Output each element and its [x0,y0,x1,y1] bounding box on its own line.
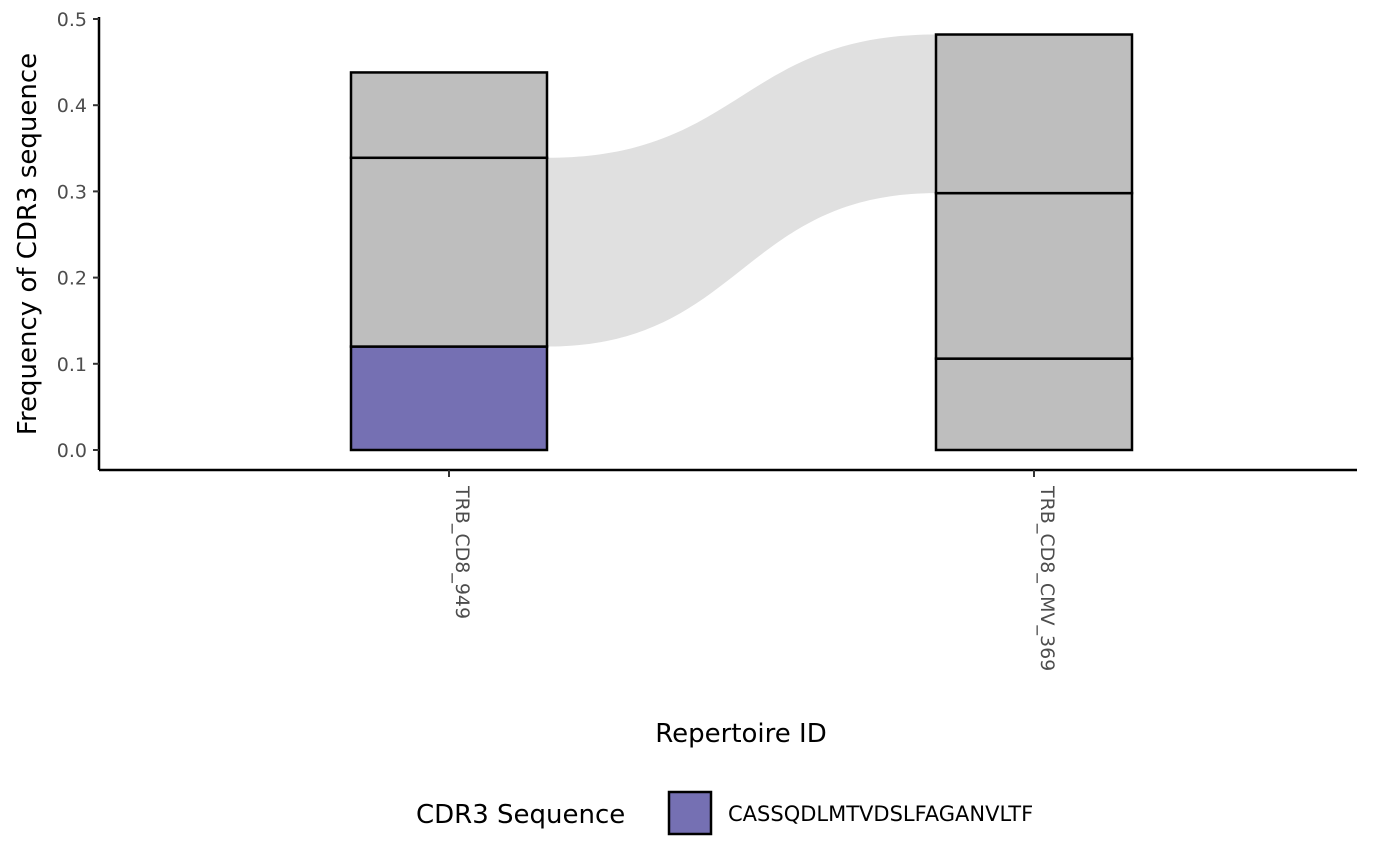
y-tick-label: 0.2 [57,268,87,290]
bar-segment [934,33,1134,195]
y-tick-label: 0.1 [57,354,87,376]
legend: CDR3 Sequence CASSQDLMTVDSLFAGANVLTF [416,790,1033,836]
alluvial-flow [547,34,936,347]
bar-segment [934,357,1134,452]
legend-label: CASSQDLMTVDSLFAGANVLTF [728,802,1033,826]
bars [349,33,1134,452]
y-tick-label: 0.3 [57,181,87,203]
y-tick-label: 0.5 [57,9,87,31]
bar-segment [349,71,549,160]
y-tick-label: 0.4 [57,95,87,117]
legend-key [667,790,713,836]
flows [547,34,936,347]
bar-segment [349,156,549,348]
axes: 0.0 0.1 0.2 0.3 0.4 0.5 TRB_CD8_949 TRB_CD8_CMV… [57,9,1357,671]
legend-title: CDR3 Sequence [416,800,625,830]
bar-segment [934,191,1134,360]
x-axis-title: Repertoire ID [655,719,826,749]
x-tick-label: TRB_CD8_949 [451,485,473,619]
bar-segment-highlight [349,345,549,452]
x-tick-label: TRB_CD8_CMV_369 [1036,485,1058,671]
y-axis-title: Frequency of CDR3 sequence [13,53,43,435]
y-tick-label: 0.0 [57,440,87,462]
